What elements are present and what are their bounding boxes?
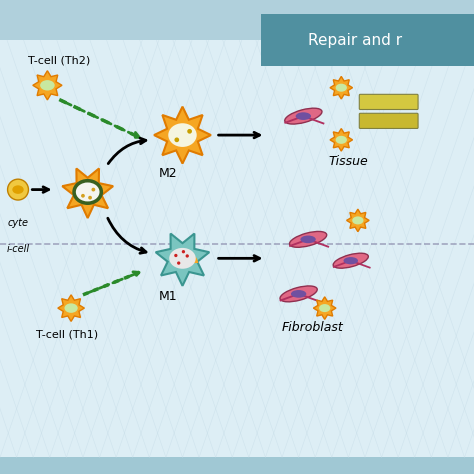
Polygon shape bbox=[33, 71, 62, 100]
Ellipse shape bbox=[64, 303, 78, 313]
Ellipse shape bbox=[12, 185, 24, 194]
Ellipse shape bbox=[76, 182, 100, 201]
Ellipse shape bbox=[333, 253, 368, 268]
Ellipse shape bbox=[290, 231, 327, 247]
Ellipse shape bbox=[296, 112, 311, 120]
Text: T-cell (Th2): T-cell (Th2) bbox=[28, 55, 91, 66]
Polygon shape bbox=[155, 234, 210, 286]
Circle shape bbox=[8, 179, 28, 200]
Text: Tissue: Tissue bbox=[328, 155, 368, 168]
Text: Repair and r: Repair and r bbox=[309, 33, 402, 48]
FancyBboxPatch shape bbox=[359, 94, 418, 109]
Ellipse shape bbox=[291, 290, 306, 298]
Text: i-cell: i-cell bbox=[7, 244, 30, 254]
Ellipse shape bbox=[285, 108, 322, 124]
Polygon shape bbox=[330, 128, 353, 151]
Circle shape bbox=[174, 137, 179, 142]
Circle shape bbox=[91, 188, 95, 191]
Text: M2: M2 bbox=[159, 166, 178, 180]
FancyBboxPatch shape bbox=[0, 0, 474, 40]
Ellipse shape bbox=[280, 286, 317, 302]
Ellipse shape bbox=[169, 248, 196, 269]
Ellipse shape bbox=[336, 83, 347, 91]
Ellipse shape bbox=[336, 136, 347, 144]
Ellipse shape bbox=[40, 80, 55, 91]
Text: cyte: cyte bbox=[7, 218, 28, 228]
Ellipse shape bbox=[72, 179, 103, 205]
Circle shape bbox=[177, 262, 180, 264]
Circle shape bbox=[187, 129, 192, 134]
Text: Fibroblast: Fibroblast bbox=[282, 320, 344, 334]
FancyBboxPatch shape bbox=[359, 113, 418, 128]
Ellipse shape bbox=[168, 123, 197, 147]
Wedge shape bbox=[181, 255, 198, 263]
Text: T-cell (Th1): T-cell (Th1) bbox=[36, 329, 98, 339]
Polygon shape bbox=[330, 76, 353, 99]
Ellipse shape bbox=[319, 304, 330, 312]
Circle shape bbox=[88, 196, 92, 200]
Polygon shape bbox=[58, 295, 84, 321]
FancyBboxPatch shape bbox=[261, 14, 474, 66]
Circle shape bbox=[186, 254, 189, 258]
FancyBboxPatch shape bbox=[0, 457, 474, 474]
Circle shape bbox=[81, 194, 85, 198]
Ellipse shape bbox=[344, 257, 358, 264]
FancyBboxPatch shape bbox=[0, 40, 474, 457]
Text: M1: M1 bbox=[159, 290, 178, 303]
Polygon shape bbox=[313, 297, 336, 319]
Circle shape bbox=[174, 254, 177, 257]
Ellipse shape bbox=[352, 216, 364, 225]
Ellipse shape bbox=[301, 236, 316, 243]
Circle shape bbox=[182, 250, 185, 253]
Polygon shape bbox=[346, 209, 369, 232]
Polygon shape bbox=[154, 107, 211, 164]
Polygon shape bbox=[62, 168, 113, 218]
